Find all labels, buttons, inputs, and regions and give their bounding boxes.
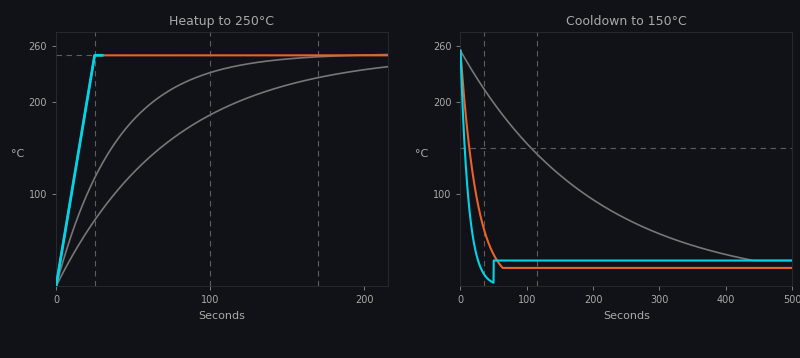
Title: Heatup to 250°C: Heatup to 250°C	[170, 15, 274, 28]
X-axis label: Seconds: Seconds	[602, 311, 650, 321]
Title: Cooldown to 150°C: Cooldown to 150°C	[566, 15, 686, 28]
Y-axis label: °C: °C	[10, 149, 24, 159]
Y-axis label: °C: °C	[415, 149, 429, 159]
X-axis label: Seconds: Seconds	[198, 311, 246, 321]
